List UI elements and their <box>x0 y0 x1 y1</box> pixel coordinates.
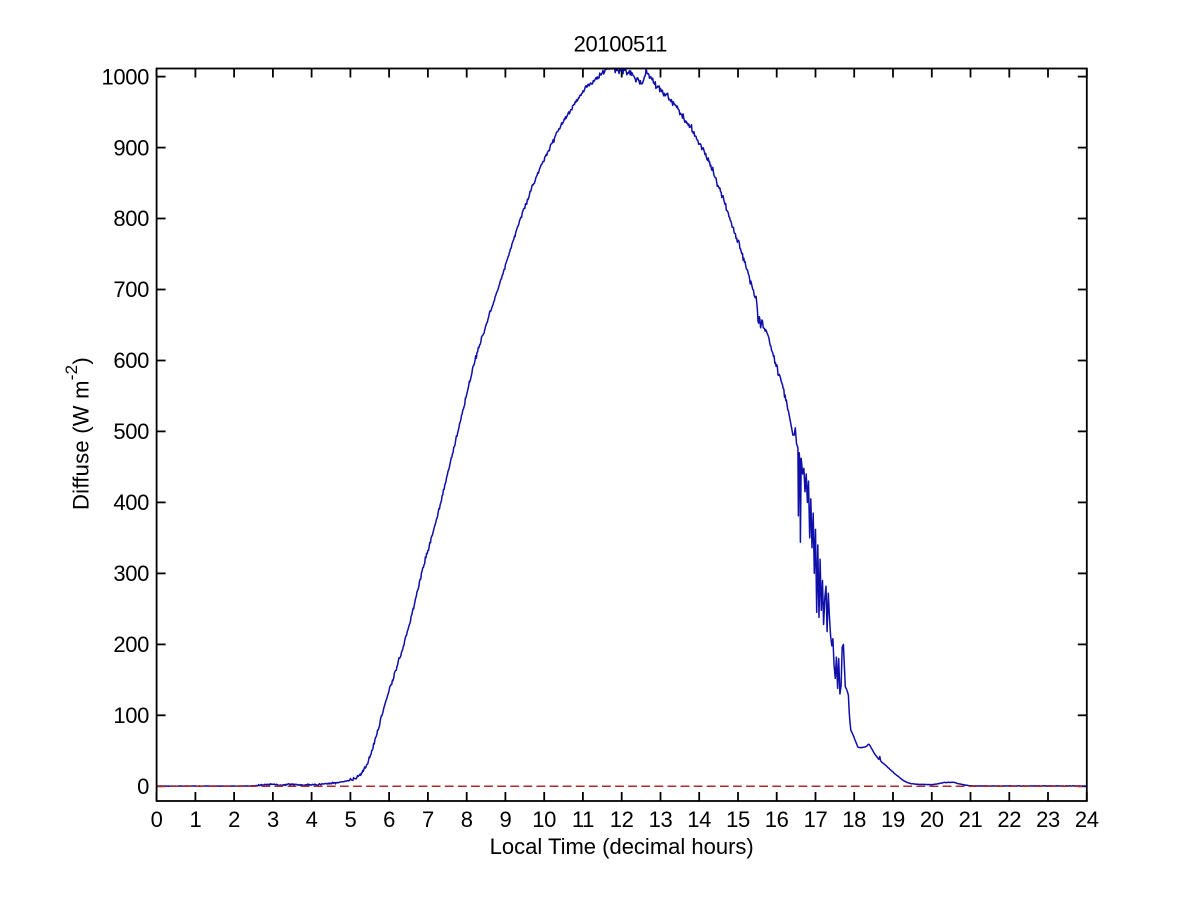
svg-text:Diffuse (W m-2): Diffuse (W m-2) <box>62 357 94 510</box>
svg-text:16: 16 <box>765 807 789 832</box>
svg-text:7: 7 <box>422 807 434 832</box>
svg-text:11: 11 <box>572 807 594 832</box>
svg-text:21: 21 <box>959 807 983 832</box>
svg-text:19: 19 <box>881 807 905 832</box>
svg-text:22: 22 <box>997 807 1021 832</box>
svg-text:400: 400 <box>113 490 149 515</box>
svg-text:18: 18 <box>842 807 866 832</box>
svg-text:200: 200 <box>113 632 149 657</box>
svg-text:500: 500 <box>113 419 149 444</box>
svg-text:5: 5 <box>344 807 356 832</box>
svg-text:20: 20 <box>920 807 944 832</box>
svg-text:0: 0 <box>137 774 149 799</box>
svg-text:24: 24 <box>1075 807 1099 832</box>
svg-text:300: 300 <box>113 561 149 586</box>
svg-text:1: 1 <box>189 807 201 832</box>
svg-text:10: 10 <box>532 807 556 832</box>
svg-text:900: 900 <box>113 135 149 160</box>
svg-text:0: 0 <box>151 807 163 832</box>
svg-text:1000: 1000 <box>101 64 149 89</box>
svg-text:20100511: 20100511 <box>574 31 668 56</box>
svg-text:2: 2 <box>228 807 240 832</box>
svg-text:12: 12 <box>610 807 634 832</box>
svg-text:8: 8 <box>461 807 473 832</box>
svg-text:Local Time (decimal hours): Local Time (decimal hours) <box>490 834 754 859</box>
svg-text:700: 700 <box>113 277 149 302</box>
svg-text:23: 23 <box>1036 807 1060 832</box>
svg-text:17: 17 <box>804 807 828 832</box>
svg-text:3: 3 <box>267 807 279 832</box>
svg-text:9: 9 <box>499 807 511 832</box>
svg-text:15: 15 <box>726 807 750 832</box>
svg-text:6: 6 <box>383 807 395 832</box>
svg-text:800: 800 <box>113 206 149 231</box>
svg-text:4: 4 <box>306 807 318 832</box>
svg-text:14: 14 <box>687 807 711 832</box>
svg-text:13: 13 <box>649 807 673 832</box>
svg-text:100: 100 <box>113 703 149 728</box>
svg-text:600: 600 <box>113 348 149 373</box>
